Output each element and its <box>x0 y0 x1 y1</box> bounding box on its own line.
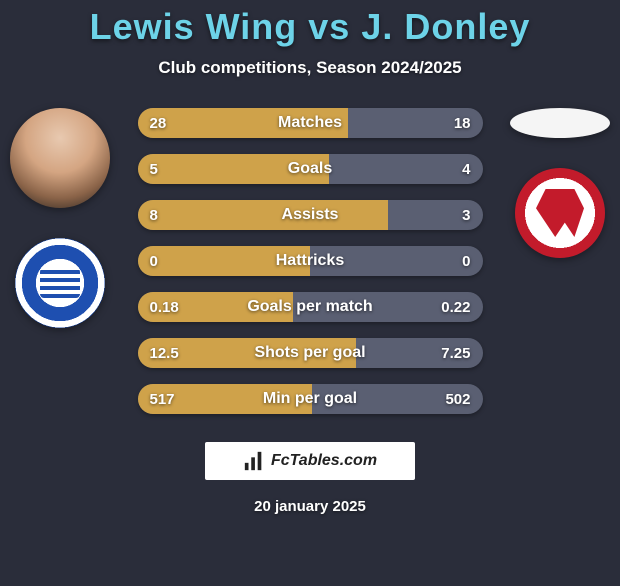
stat-fill-left <box>138 246 311 276</box>
stat-value-left: 0 <box>150 246 158 276</box>
title-left-name: Lewis Wing <box>90 6 298 47</box>
stat-value-left: 8 <box>150 200 158 230</box>
right-player-avatar <box>510 108 610 138</box>
left-club-crest <box>15 238 105 328</box>
footer-date: 20 january 2025 <box>0 498 620 515</box>
chart-icon <box>243 450 265 472</box>
stat-row: 2818Matches <box>138 108 483 138</box>
stat-value-right: 7.25 <box>441 338 470 368</box>
stat-value-left: 5 <box>150 154 158 184</box>
comparison-panel: 2818Matches54Goals83Assists00Hattricks0.… <box>0 108 620 414</box>
site-name: FcTables.com <box>271 452 377 470</box>
stat-value-left: 28 <box>150 108 167 138</box>
stat-fill-left <box>138 200 389 230</box>
title-vs: vs <box>308 6 350 47</box>
stat-row: 0.180.22Goals per match <box>138 292 483 322</box>
stat-value-left: 12.5 <box>150 338 179 368</box>
site-logo: FcTables.com <box>205 442 415 480</box>
stat-bars: 2818Matches54Goals83Assists00Hattricks0.… <box>138 108 483 414</box>
left-player-avatar <box>10 108 110 208</box>
right-player-column <box>505 108 615 258</box>
stat-value-right: 0.22 <box>441 292 470 322</box>
stat-value-right: 3 <box>462 200 470 230</box>
title-right-name: J. Donley <box>361 6 530 47</box>
stat-fill-left <box>138 108 348 138</box>
stat-row: 54Goals <box>138 154 483 184</box>
stat-value-right: 0 <box>462 246 470 276</box>
stat-value-left: 0.18 <box>150 292 179 322</box>
stat-row: 517502Min per goal <box>138 384 483 414</box>
stat-row: 83Assists <box>138 200 483 230</box>
subtitle: Club competitions, Season 2024/2025 <box>0 58 620 78</box>
stat-value-right: 18 <box>454 108 471 138</box>
stat-row: 12.57.25Shots per goal <box>138 338 483 368</box>
stat-value-right: 4 <box>462 154 470 184</box>
stat-value-left: 517 <box>150 384 175 414</box>
left-player-column <box>5 108 115 328</box>
stat-fill-left <box>138 154 330 184</box>
stat-row: 00Hattricks <box>138 246 483 276</box>
stat-value-right: 502 <box>445 384 470 414</box>
right-club-crest <box>515 168 605 258</box>
page-title: Lewis Wing vs J. Donley <box>0 6 620 48</box>
